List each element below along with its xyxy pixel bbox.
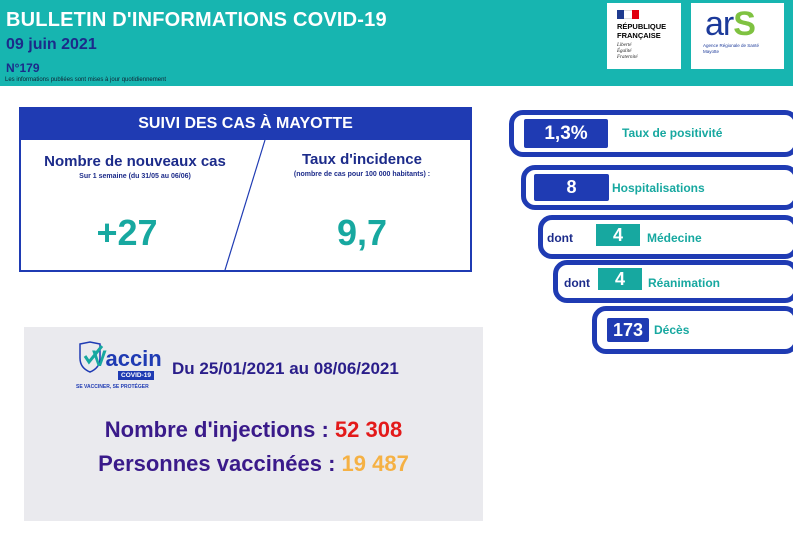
- vaccin-slogan: SE VACCINER, SE PROTÉGER: [76, 384, 149, 390]
- bulletin-number: N°179: [6, 61, 40, 75]
- bulletin-title: BULLETIN D'INFORMATIONS COVID-19: [6, 9, 387, 31]
- case-tracking-panel: SUIVI DES CAS À MAYOTTE Nombre de nouvea…: [19, 107, 472, 272]
- ars-logo: arS Agence Régionale de Santé Mayotte: [691, 3, 784, 69]
- vaccination-panel: Vaccin COVID-19 SE VACCINER, SE PROTÉGER…: [24, 327, 483, 521]
- republique-francaise-logo: RÉPUBLIQUE FRANÇAISE Liberté Égalité Fra…: [607, 3, 681, 69]
- new-cases-value: +27: [96, 212, 158, 253]
- republique-motto: Liberté Égalité Fraternité: [617, 43, 638, 61]
- reanimation-label: Réanimation: [648, 276, 721, 290]
- reanimation-pill: dont 4 Réanimation: [553, 260, 793, 303]
- hospital-value: 8: [534, 174, 609, 201]
- vaccinated-value: 19 487: [341, 451, 409, 476]
- bulletin-date: 09 juin 2021: [6, 36, 97, 53]
- vaccin-word: Vaccin: [92, 346, 162, 372]
- vaccin-covid-logo: Vaccin COVID-19 SE VACCINER, SE PROTÉGER: [76, 340, 162, 392]
- incidence-unit: (nombre de cas pour 100 000 habitants) :: [293, 171, 431, 178]
- republique-name: RÉPUBLIQUE FRANÇAISE: [617, 22, 666, 40]
- positivity-label: Taux de positivité: [622, 126, 723, 140]
- deaths-pill: 173 Décès: [592, 306, 793, 354]
- positivity-pill: 1,3% Taux de positivité: [509, 110, 793, 157]
- rf-line1: RÉPUBLIQUE: [617, 22, 667, 31]
- new-cases-label: Nombre de nouveaux cas: [44, 153, 226, 170]
- header-banner: BULLETIN D'INFORMATIONS COVID-19 09 juin…: [0, 0, 793, 86]
- vaccin-v: V: [92, 346, 106, 371]
- incidence-label: Taux d'incidence: [302, 151, 422, 168]
- hospital-label: Hospitalisations: [612, 181, 705, 195]
- vaccin-shield-icon: [79, 341, 104, 373]
- rf-line2: FRANÇAISE: [617, 31, 661, 40]
- reanimation-value: 4: [598, 268, 642, 290]
- ars-subtitle: Agence Régionale de Santé Mayotte: [703, 43, 759, 55]
- rf-motto2: Égalité: [617, 49, 632, 54]
- injections-value: 52 308: [334, 417, 403, 442]
- incidence-value: 9,7: [336, 212, 388, 253]
- vaccinated-label: Personnes vaccinées :: [98, 451, 336, 476]
- medicine-pill: dont 4 Médecine: [538, 215, 793, 259]
- deaths-label: Décès: [654, 323, 690, 337]
- vaccination-period: Du 25/01/2021 au 08/06/2021: [172, 359, 399, 378]
- update-note: Les informations publiées sont mises à j…: [5, 77, 167, 83]
- ars-word-start: ar: [705, 5, 734, 43]
- new-cases-period: Sur 1 semaine (du 31/05 au 06/06): [79, 173, 191, 180]
- ars-word-end: S: [733, 5, 756, 43]
- hospital-pill: 8 Hospitalisations: [521, 165, 793, 210]
- injections-label: Nombre d'injections :: [104, 417, 329, 442]
- deaths-value: 173: [607, 318, 649, 342]
- reanimation-prefix: dont: [564, 276, 590, 290]
- rf-motto3: Fraternité: [617, 55, 638, 60]
- ars-sub1: Agence Régionale de Santé: [703, 43, 760, 48]
- medicine-label: Médecine: [647, 231, 702, 245]
- vaccin-badge: COVID-19: [118, 371, 154, 380]
- medicine-prefix: dont: [547, 231, 573, 245]
- rf-motto1: Liberté: [617, 43, 632, 48]
- ars-wordmark: arS: [705, 5, 756, 44]
- french-flag-icon: [617, 10, 639, 19]
- positivity-value: 1,3%: [524, 119, 608, 148]
- vaccin-rest: accin: [105, 346, 162, 371]
- panel-divider: [224, 139, 266, 270]
- vaccinated-line: Personnes vaccinées : 19 487: [24, 451, 483, 477]
- ars-sub2: Mayotte: [703, 49, 720, 54]
- medicine-value: 4: [596, 224, 640, 246]
- injections-line: Nombre d'injections : 52 308: [24, 417, 483, 443]
- case-tracking-title: SUIVI DES CAS À MAYOTTE: [21, 109, 470, 140]
